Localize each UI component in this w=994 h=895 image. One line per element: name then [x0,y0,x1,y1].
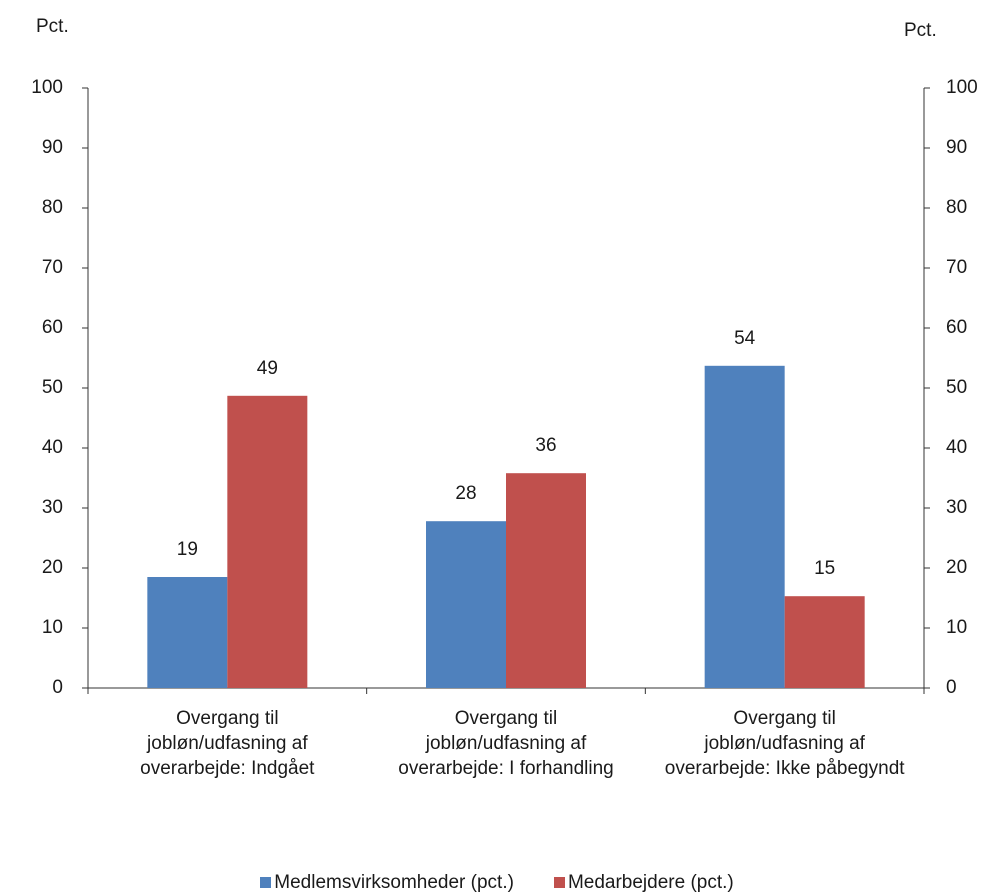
y-tick-label: 80 [42,197,63,218]
x-tick-label: Overgang til jobløn/udfasning af overarb… [140,708,315,779]
y2-axis-label: Pct. [904,20,937,41]
data-label: 28 [455,483,476,504]
y2-tick-label: 40 [946,437,967,458]
x-tick-label: Overgang til jobløn/udfasning af overarb… [664,708,905,779]
legend: Medlemsvirksomheder (pct.) Medarbejdere (… [0,872,994,894]
y-tick-label: 100 [31,77,63,98]
y-tick-label: 60 [42,317,63,338]
bar [426,521,506,688]
y2-tick-label: 100 [946,77,978,98]
bar [704,365,785,688]
y-tick-label: 70 [42,257,63,278]
y-tick-label: 20 [42,557,63,578]
legend-swatch [260,877,272,888]
y-tick-label: 40 [42,437,63,458]
legend-label: Medlemsvirksomheder (pct.) [274,872,514,893]
y-tick-label: 50 [42,377,63,398]
data-label: 19 [177,539,198,560]
data-label: 54 [734,328,756,349]
legend-swatch [553,877,565,888]
y2-tick-label: 20 [946,557,967,578]
y-tick-label: 0 [52,677,63,698]
y-tick-label: 90 [42,137,63,158]
y2-tick-label: 10 [946,617,967,638]
data-label: 15 [814,558,835,579]
y2-tick-label: 80 [946,197,967,218]
y-tick-label: 30 [42,497,63,518]
data-label: 49 [257,358,278,379]
bar [147,577,228,688]
data-label: 36 [535,435,556,456]
y-tick-label: 10 [42,617,63,638]
y2-tick-label: 90 [946,137,967,158]
bar [784,596,865,688]
y2-tick-label: 0 [946,677,957,698]
legend-label: Medarbejdere (pct.) [567,872,734,893]
bar [227,395,308,688]
y-axis-label: Pct. [36,16,69,37]
y2-tick-label: 50 [946,377,967,398]
bar [506,473,586,688]
legend-item: Medlemsvirksomheder (pct.) [260,872,514,893]
y2-tick-label: 60 [946,317,967,338]
y2-tick-label: 30 [946,497,967,518]
x-tick-label: Overgang til jobløn/udfasning af overarb… [398,708,614,779]
y2-tick-label: 70 [946,257,967,278]
legend-item: Medarbejdere (pct.) [553,872,734,893]
